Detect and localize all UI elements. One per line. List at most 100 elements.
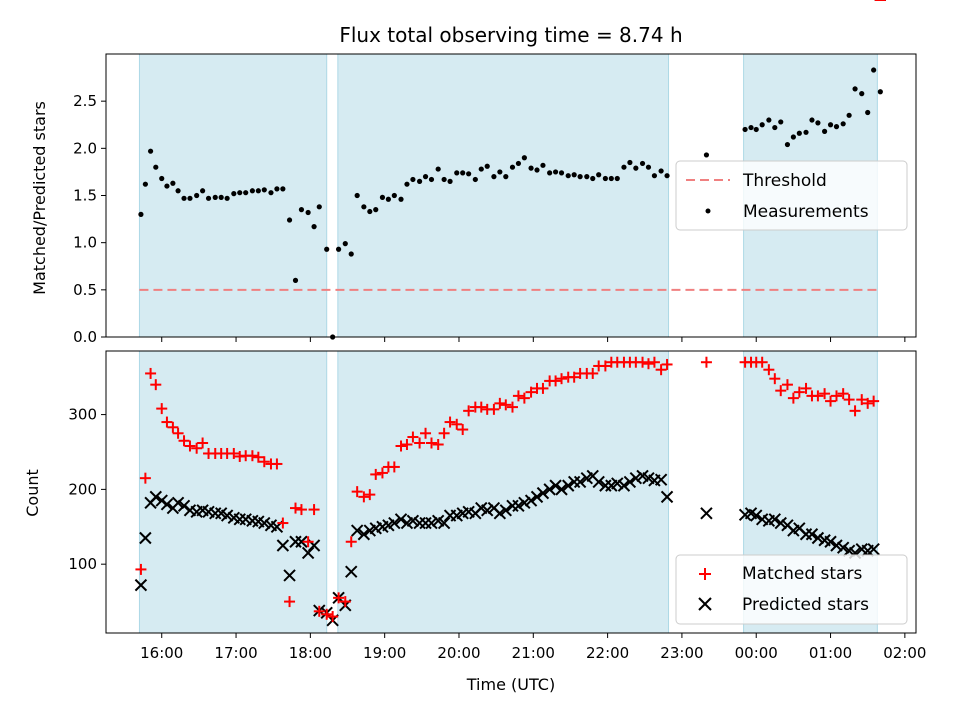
predicted-star-point <box>149 490 162 504</box>
matched-star-point <box>395 440 407 452</box>
matched-star-point <box>787 392 799 404</box>
measurement-point <box>859 91 865 97</box>
measurement-point <box>348 251 354 257</box>
measurement-point <box>142 181 148 187</box>
measurement-point <box>441 176 447 183</box>
top-panel: 0.0 0.5 1.0 1.5 2.0 2.5 Matched/Predicted sta… <box>30 53 917 346</box>
measurement-point <box>249 188 255 194</box>
x-axis-label: Time (UTC) <box>466 675 555 694</box>
measurement-point <box>354 192 360 199</box>
measurement-point <box>815 120 821 126</box>
measurement-point <box>484 163 490 169</box>
matched-star-point <box>568 371 580 383</box>
matched-star-point <box>648 356 660 368</box>
legend-predicted-swatch <box>698 597 712 611</box>
x-tick-label: 01:00 <box>809 644 852 662</box>
predicted-star-point <box>629 471 643 485</box>
bottom-y-tick-label: 100 <box>68 555 97 573</box>
x-tick-label: 22:00 <box>586 644 629 662</box>
matched-star-point <box>425 437 437 449</box>
measurement-point <box>255 188 261 194</box>
x-tick-label: 23:00 <box>660 644 703 662</box>
legend-matched-label: Matched stars <box>742 564 862 584</box>
measurement-point <box>528 165 534 171</box>
matched-star-point <box>358 491 370 503</box>
matched-star-point <box>800 382 812 394</box>
measurement-point <box>633 165 639 171</box>
measurement-point <box>274 186 280 192</box>
measurement-point <box>472 176 478 183</box>
measurement-point <box>827 122 834 128</box>
matched-star-point <box>438 427 450 439</box>
top-x-ticks <box>161 337 906 342</box>
bottom-shade-0 <box>138 350 328 634</box>
measurement-point <box>759 122 765 128</box>
matched-stars-points <box>135 0 886 623</box>
predicted-star-point <box>549 479 562 492</box>
matched-star-point <box>401 439 413 451</box>
bottom-y-ticks: 100 200 300 <box>68 406 106 573</box>
top-y-tick-label: 1.0 <box>73 234 97 252</box>
matched-star-point <box>414 437 426 449</box>
measurement-point <box>821 128 828 134</box>
predicted-star-point <box>425 516 438 530</box>
measurement-point <box>324 246 330 252</box>
measurement-point <box>212 194 218 200</box>
measurement-point <box>833 124 840 130</box>
matched-star-point <box>457 424 469 436</box>
measurement-point <box>515 160 522 167</box>
matched-star-point <box>327 611 339 623</box>
measurement-point <box>286 217 293 223</box>
predicted-star-point <box>258 516 271 530</box>
matched-star-point <box>637 356 649 368</box>
chart-title: Flux total observing time = 8.74 h <box>339 23 682 47</box>
measurement-point <box>422 174 429 180</box>
measurement-point <box>200 188 206 194</box>
predicted-star-point <box>499 504 513 517</box>
top-y-axis-label: Matched/Predicted stars <box>30 101 49 295</box>
predicted-star-point <box>543 483 556 496</box>
bottom-legend: Matched stars Predicted stars <box>675 554 908 625</box>
matched-star-point <box>587 367 599 379</box>
matched-star-point <box>388 461 400 473</box>
measurement-point <box>404 181 410 187</box>
predicted-star-point <box>220 509 234 522</box>
matched-star-point <box>370 468 382 480</box>
matched-star-point <box>407 431 419 443</box>
predicted-star-point <box>171 496 185 510</box>
predicted-star-point <box>276 539 290 552</box>
predicted-star-point <box>592 475 605 489</box>
measurement-point <box>503 174 509 180</box>
predicted-star-point <box>345 565 358 578</box>
measurement-point <box>367 208 373 215</box>
matched-star-point <box>463 405 475 417</box>
measurement-point <box>159 175 165 182</box>
matched-star-point <box>599 360 611 372</box>
top-axes-frame <box>105 53 917 338</box>
matched-star-point <box>494 397 506 409</box>
predicted-star-point <box>283 569 296 582</box>
predicted-star-point <box>774 516 787 530</box>
measurement-point <box>361 204 367 210</box>
predicted-star-point <box>350 524 364 537</box>
matched-star-point <box>252 451 264 463</box>
measurement-point <box>391 192 397 199</box>
bottom-shaded-regions <box>138 350 878 634</box>
matched-star-point <box>506 401 518 413</box>
matched-star-point <box>550 375 562 387</box>
measurement-point <box>194 192 200 199</box>
matched-star-point <box>197 437 209 449</box>
measurement-point <box>491 174 497 180</box>
measurement-point <box>584 174 590 180</box>
measurement-point <box>292 277 299 283</box>
bottom-panel: 100 200 300 16:00 17:00 18:00 19:00 20:00 21:00… <box>23 0 926 694</box>
measurement-point <box>852 86 858 92</box>
matched-star-point <box>167 421 179 433</box>
matched-star-point <box>444 416 456 428</box>
measurement-point <box>809 117 815 123</box>
matched-star-point <box>769 373 781 385</box>
predicted-star-point <box>177 499 191 513</box>
bottom-y-tick-label: 200 <box>68 480 97 498</box>
top-y-tick-label: 2.0 <box>73 139 97 157</box>
measurement-point <box>552 169 559 175</box>
